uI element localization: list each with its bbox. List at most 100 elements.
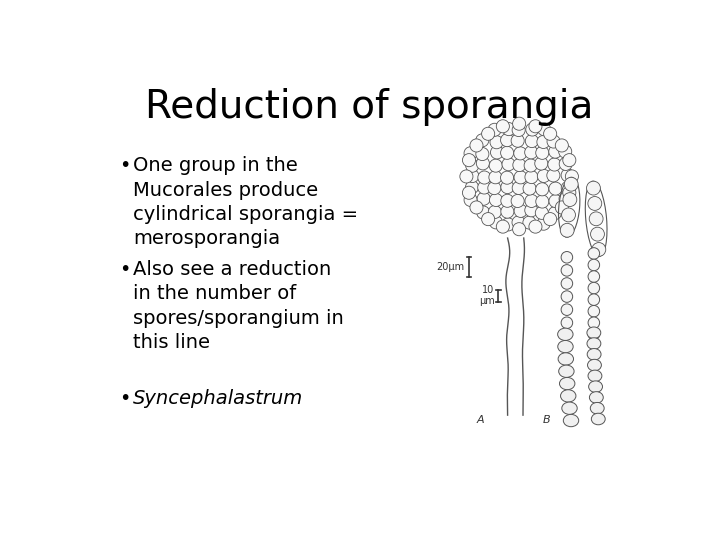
Circle shape <box>560 224 574 237</box>
Circle shape <box>559 145 572 158</box>
Ellipse shape <box>590 392 603 403</box>
Ellipse shape <box>558 328 573 340</box>
Circle shape <box>549 194 562 207</box>
Ellipse shape <box>588 359 601 371</box>
Circle shape <box>555 201 568 214</box>
Circle shape <box>477 206 490 219</box>
Circle shape <box>488 205 501 219</box>
Circle shape <box>559 157 572 171</box>
Circle shape <box>587 181 600 195</box>
Circle shape <box>514 204 527 218</box>
Circle shape <box>561 252 572 263</box>
Circle shape <box>561 317 572 328</box>
Circle shape <box>526 123 539 136</box>
Circle shape <box>561 291 572 302</box>
Circle shape <box>536 183 549 196</box>
Circle shape <box>490 146 503 159</box>
Circle shape <box>500 171 513 184</box>
Circle shape <box>464 147 477 160</box>
Circle shape <box>511 194 524 207</box>
Circle shape <box>588 328 600 340</box>
Ellipse shape <box>589 381 603 393</box>
Circle shape <box>464 193 477 206</box>
Text: •: • <box>120 260 131 279</box>
Circle shape <box>490 216 503 229</box>
Circle shape <box>476 134 489 147</box>
Circle shape <box>536 195 549 208</box>
Circle shape <box>477 192 490 205</box>
Circle shape <box>561 278 572 289</box>
Text: •: • <box>120 389 131 408</box>
Ellipse shape <box>559 377 575 390</box>
Circle shape <box>588 282 600 294</box>
Circle shape <box>466 180 479 194</box>
Circle shape <box>547 135 560 148</box>
Ellipse shape <box>591 413 606 425</box>
Circle shape <box>529 120 542 133</box>
Ellipse shape <box>563 414 579 427</box>
Circle shape <box>563 193 577 206</box>
Circle shape <box>500 146 513 159</box>
Text: Reduction of sporangia: Reduction of sporangia <box>145 88 593 126</box>
Text: Also see a reduction
in the number of
spores/sporangium in
this line: Also see a reduction in the number of sp… <box>133 260 344 352</box>
Circle shape <box>525 204 538 217</box>
Circle shape <box>513 222 526 236</box>
Circle shape <box>549 182 562 195</box>
Circle shape <box>512 124 525 137</box>
Text: A: A <box>477 415 485 425</box>
Circle shape <box>502 158 515 171</box>
Circle shape <box>525 194 538 207</box>
Text: B: B <box>542 415 550 425</box>
Text: 20μm: 20μm <box>436 262 464 272</box>
Circle shape <box>489 171 502 184</box>
Circle shape <box>488 123 501 136</box>
Circle shape <box>496 220 509 233</box>
Ellipse shape <box>587 327 600 339</box>
Circle shape <box>537 136 550 148</box>
Circle shape <box>523 216 536 229</box>
Text: One group in the
Mucorales produce
cylindrical sporangia =
merosporangia: One group in the Mucorales produce cylin… <box>133 156 359 248</box>
Circle shape <box>561 265 572 276</box>
Circle shape <box>500 133 513 147</box>
Circle shape <box>478 171 491 184</box>
Circle shape <box>592 242 606 256</box>
Circle shape <box>502 218 515 231</box>
Ellipse shape <box>588 370 602 382</box>
Ellipse shape <box>561 390 576 402</box>
Circle shape <box>561 181 575 194</box>
Circle shape <box>470 139 483 152</box>
Circle shape <box>563 186 576 199</box>
Circle shape <box>514 171 527 184</box>
Circle shape <box>462 153 475 167</box>
Circle shape <box>544 213 557 226</box>
Circle shape <box>548 158 561 171</box>
Circle shape <box>523 182 536 195</box>
Ellipse shape <box>558 353 574 365</box>
Circle shape <box>546 169 560 182</box>
Circle shape <box>503 123 516 136</box>
Circle shape <box>511 134 524 147</box>
Circle shape <box>564 177 578 191</box>
Circle shape <box>489 159 503 172</box>
Circle shape <box>482 213 495 226</box>
Circle shape <box>588 271 600 282</box>
Circle shape <box>589 212 603 226</box>
Circle shape <box>549 145 562 158</box>
Circle shape <box>470 201 483 214</box>
Circle shape <box>513 159 526 172</box>
Circle shape <box>561 304 572 315</box>
Circle shape <box>555 139 568 152</box>
Circle shape <box>537 170 550 183</box>
Ellipse shape <box>588 348 601 360</box>
Circle shape <box>460 170 473 183</box>
Circle shape <box>529 220 542 233</box>
Circle shape <box>537 217 550 230</box>
Ellipse shape <box>587 338 600 349</box>
Circle shape <box>549 207 562 220</box>
Circle shape <box>562 208 575 222</box>
Circle shape <box>524 159 537 172</box>
Circle shape <box>462 186 475 199</box>
Circle shape <box>477 157 490 170</box>
Circle shape <box>490 136 503 149</box>
Circle shape <box>501 205 514 218</box>
